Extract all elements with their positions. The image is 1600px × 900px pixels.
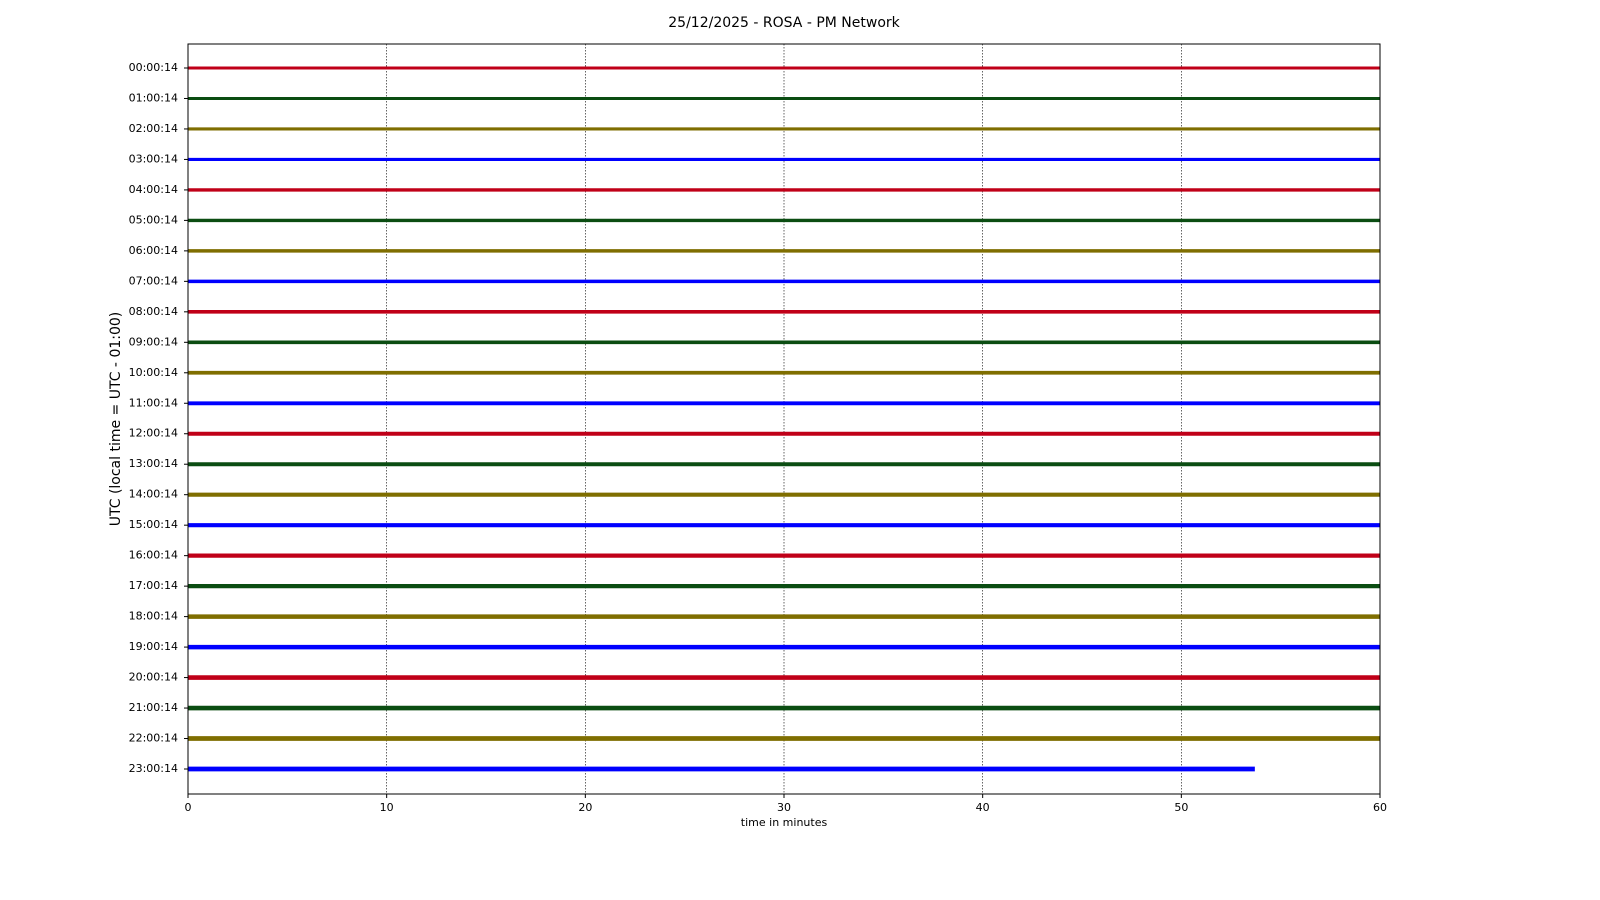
- y-tick-label: 19:00:14: [129, 640, 178, 653]
- plot-frame: [187, 43, 1381, 795]
- x-axis-label: time in minutes: [741, 816, 828, 829]
- y-tick-label: 03:00:14: [129, 152, 178, 165]
- y-tick-label: 08:00:14: [129, 305, 178, 318]
- x-tick-label: 60: [1373, 801, 1387, 814]
- chart-title: 25/12/2025 - ROSA - PM Network: [668, 15, 900, 31]
- y-tick-label: 22:00:14: [129, 732, 178, 745]
- y-axis-label: UTC (local time = UTC - 01:00): [108, 312, 124, 527]
- y-tick-label: 10:00:14: [129, 366, 178, 379]
- y-tick-label: 00:00:14: [129, 61, 178, 74]
- y-tick-label: 02:00:14: [129, 122, 178, 135]
- y-tick-label: 12:00:14: [129, 427, 178, 440]
- y-tick-label: 13:00:14: [129, 457, 178, 470]
- y-tick-label: 17:00:14: [129, 579, 178, 592]
- y-tick-label: 04:00:14: [129, 183, 178, 196]
- x-tick-label: 10: [380, 801, 394, 814]
- x-tick-label: 40: [976, 801, 990, 814]
- y-tick-label: 09:00:14: [129, 335, 178, 348]
- y-tick-label: 06:00:14: [129, 244, 178, 257]
- y-tick-label: 21:00:14: [129, 701, 178, 714]
- y-tick-label: 20:00:14: [129, 671, 178, 684]
- y-tick-label: 18:00:14: [129, 610, 178, 623]
- y-tick-label: 15:00:14: [129, 518, 178, 531]
- y-tick-label: 01:00:14: [129, 91, 178, 104]
- x-tick-label: 50: [1174, 801, 1188, 814]
- y-tick-label: 07:00:14: [129, 274, 178, 287]
- y-tick-label: 16:00:14: [129, 549, 178, 562]
- y-tick-label: 14:00:14: [129, 488, 178, 501]
- x-tick-label: 30: [777, 801, 791, 814]
- y-tick-label: 23:00:14: [129, 762, 178, 775]
- x-tick-label: 0: [185, 801, 192, 814]
- x-tick-label: 20: [578, 801, 592, 814]
- y-tick-label: 05:00:14: [129, 213, 178, 226]
- y-tick-label: 11:00:14: [129, 396, 178, 409]
